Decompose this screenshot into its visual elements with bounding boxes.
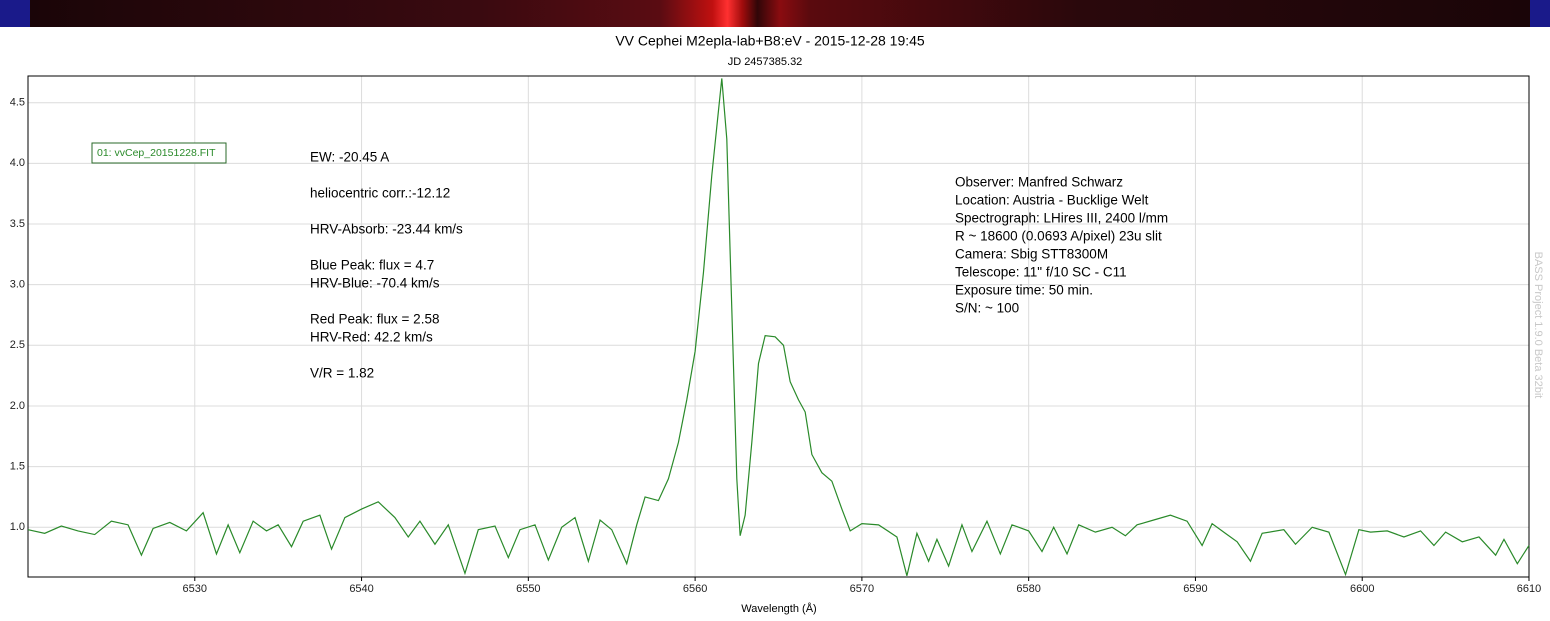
annotation: Telescope: 11" f/10 SC - C11	[955, 265, 1127, 280]
annotation: Red Peak: flux = 2.58	[310, 312, 439, 327]
annotation: heliocentric corr.:-12.12	[310, 186, 450, 201]
x-tick-label: 6590	[1183, 583, 1207, 595]
x-tick-label: 6570	[850, 583, 874, 595]
y-tick-label: 2.5	[10, 339, 25, 351]
y-tick-label: 3.5	[10, 218, 25, 230]
annotation: Observer: Manfred Schwarz	[955, 175, 1123, 190]
annotation: Location: Austria - Bucklige Welt	[955, 193, 1149, 208]
legend-label: 01: vvCep_20151228.FIT	[97, 147, 216, 159]
y-tick-label: 4.0	[10, 157, 25, 169]
x-tick-label: 6550	[516, 583, 540, 595]
plot-frame	[27, 75, 1530, 578]
chart-title: VV Cephei M2epla-lab+B8:eV - 2015-12-28 …	[615, 33, 925, 49]
y-tick-label: 3.0	[10, 279, 25, 291]
x-tick-label: 6540	[349, 583, 373, 595]
spectrum-line	[27, 78, 1530, 577]
x-tick-label: 6600	[1350, 583, 1374, 595]
x-tick-label: 6560	[683, 583, 707, 595]
x-tick-label: 6530	[183, 583, 207, 595]
y-tick-label: 4.5	[10, 97, 25, 109]
y-tick-label: 2.0	[10, 400, 25, 412]
annotation: S/N: ~ 100	[955, 301, 1019, 316]
annotation: HRV-Absorb: -23.44 km/s	[310, 222, 463, 237]
annotation: Spectrograph: LHires III, 2400 l/mm	[955, 211, 1168, 226]
y-tick-label: 1.5	[10, 461, 25, 473]
y-tick-label: 1.0	[10, 521, 25, 533]
annotation: HRV-Red: 42.2 km/s	[310, 330, 433, 345]
chart-subtitle: JD 2457385.32	[728, 56, 803, 68]
annotation: R ~ 18600 (0.0693 A/pixel) 23u slit	[955, 229, 1162, 244]
annotation: EW: -20.45 A	[310, 150, 389, 165]
annotation: V/R = 1.82	[310, 366, 374, 381]
annotation: Camera: Sbig STT8300M	[955, 247, 1108, 262]
annotation: Blue Peak: flux = 4.7	[310, 258, 434, 273]
annotation: HRV-Blue: -70.4 km/s	[310, 276, 440, 291]
x-axis-label: Wavelength (Å)	[741, 602, 816, 615]
legend-box	[91, 142, 227, 164]
annotation: Exposure time: 50 min.	[955, 283, 1093, 298]
watermark: BASS Project 1.9.0 Beta 32bit	[1532, 252, 1544, 399]
x-tick-label: 6610	[1517, 583, 1541, 595]
x-tick-label: 6580	[1016, 583, 1040, 595]
spectrum-strip	[30, 0, 1530, 27]
